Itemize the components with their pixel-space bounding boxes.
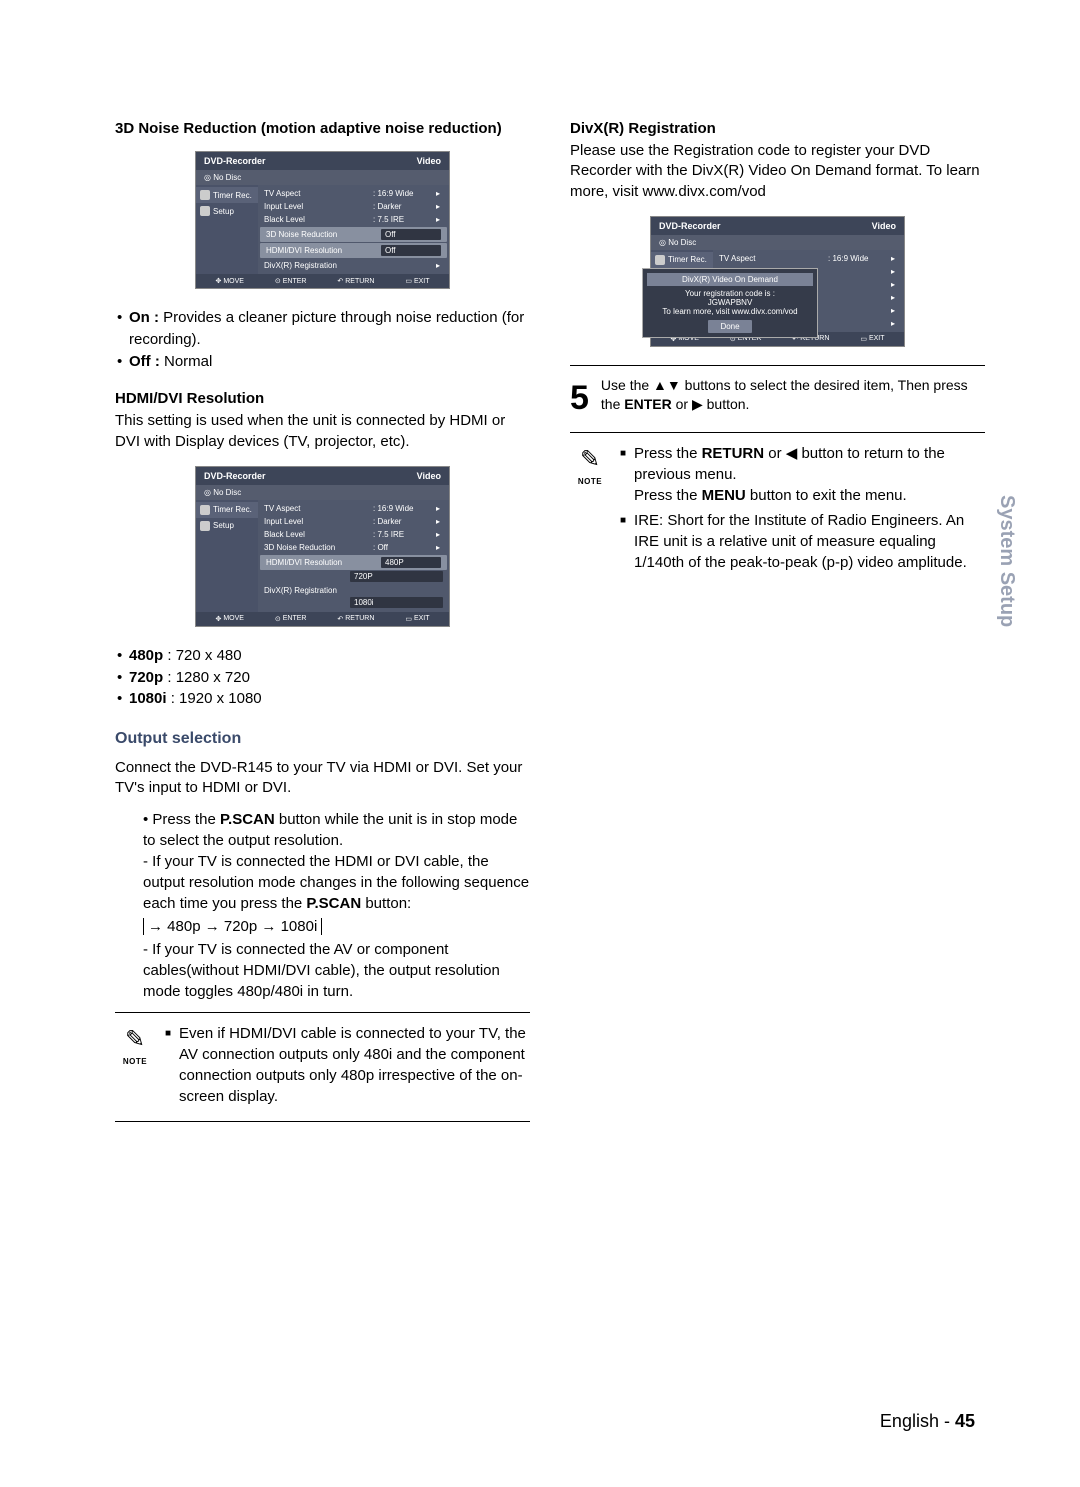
menu-screenshot-3dnoise: DVD-Recorder Video ◎ No Disc Timer Rec. … [195,151,450,289]
note-icon: ✎ [115,1023,155,1057]
output-selection-heading: Output selection [115,730,530,748]
noise-reduction-title: 3D Noise Reduction (motion adaptive nois… [115,120,530,137]
divider [115,1012,530,1013]
note-block-1: ✎ NOTE ■Even if HDMI/DVI cable is connec… [115,1023,530,1111]
divx-text: Please use the Registration code to regi… [570,141,985,202]
menu-title: DVD-Recorder [204,156,266,166]
note-icon: ✎ [570,443,610,477]
square-bullet-icon: ■ [620,514,626,573]
clock-icon [200,505,210,515]
dropdown-720p: 720P [350,571,443,582]
hdmi-res-text: This setting is used when the unit is co… [115,411,530,452]
arrow-right-icon: ▸ [433,189,443,198]
output-intro: Connect the DVD-R145 to your TV via HDMI… [115,758,530,799]
menu-screenshot-divx: DVD-Recorder Video ◎ No Disc Timer Rec. … [650,216,905,347]
noise-options: On : Provides a cleaner picture through … [115,307,530,372]
step-5: 5 Use the ▲▼ buttons to select the desir… [570,376,985,422]
step-number: 5 [570,376,589,422]
enter-hint: ⊙ ENTER [275,277,307,285]
note-block-2: ✎ NOTE ■ Press the RETURN or ◀ button to… [570,443,985,577]
exit-hint: ▭ EXIT [405,277,429,285]
left-column: 3D Noise Reduction (motion adaptive nois… [115,120,530,1132]
page-footer: English - 45 [880,1411,975,1432]
hdmi-res-title: HDMI/DVI Resolution [115,390,530,407]
square-bullet-icon: ■ [620,447,626,506]
menu-screenshot-hdmi: DVD-Recorder Video ◎ No Disc Timer Rec. … [195,466,450,627]
gear-icon [200,206,210,216]
menu-category: Video [417,156,441,166]
gear-icon [200,521,210,531]
square-bullet-icon: ■ [165,1027,171,1107]
resolution-sequence: → 480p → 720p → 1080i [143,918,322,935]
output-bullets: • Press the P.SCAN button while the unit… [115,809,530,914]
right-column: DivX(R) Registration Please use the Regi… [570,120,985,1132]
section-tab: System Setup [995,495,1018,627]
divx-registration-dialog: DivX(R) Video On Demand Your registratio… [642,268,818,338]
sidebar-setup: Setup [196,203,258,219]
resolution-list: 480p : 720 x 480 720p : 1280 x 720 1080i… [115,645,530,710]
move-hint: ✥ MOVE [215,277,244,285]
return-hint: ↶ RETURN [337,277,374,285]
sidebar-timer-rec: Timer Rec. [196,187,258,203]
done-button: Done [708,320,751,333]
divx-title: DivX(R) Registration [570,120,985,137]
clock-icon [655,255,665,265]
dropdown-1080i: 1080i [350,597,443,608]
clock-icon [200,190,210,200]
